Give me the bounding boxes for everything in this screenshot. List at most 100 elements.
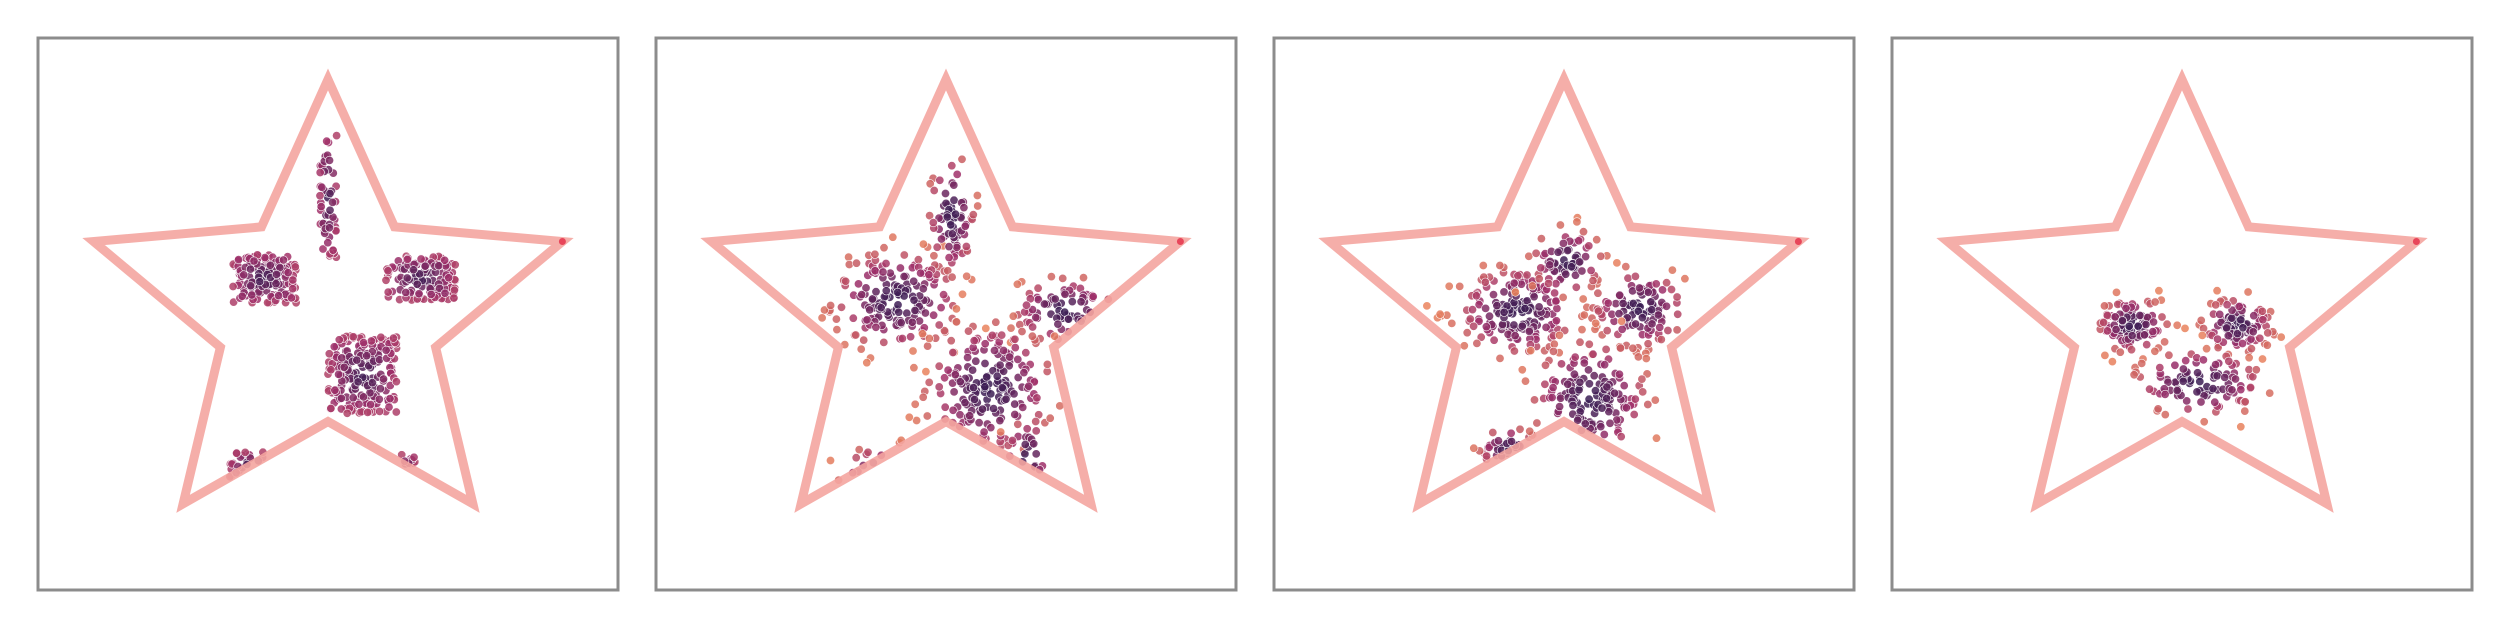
data-point	[2112, 287, 2122, 297]
data-point	[2199, 417, 2209, 427]
data-point	[1551, 296, 1561, 306]
data-point	[1633, 306, 1643, 316]
data-point	[878, 267, 888, 277]
data-point	[2227, 313, 2237, 323]
plot-frame	[1272, 36, 1856, 592]
data-point	[1517, 321, 1527, 331]
data-point	[1524, 326, 1534, 336]
data-point	[2258, 354, 2268, 364]
data-point	[1013, 372, 1023, 382]
data-point	[1597, 403, 1607, 413]
data-point	[381, 275, 391, 285]
data-point	[997, 330, 1007, 340]
data-point	[1010, 409, 1020, 419]
data-point	[908, 346, 918, 356]
data-point	[870, 249, 880, 259]
data-point	[1021, 348, 1031, 358]
data-point	[1541, 322, 1551, 332]
data-point	[1480, 277, 1490, 287]
data-point	[1536, 263, 1546, 273]
data-point	[375, 406, 385, 416]
data-point	[924, 270, 934, 280]
data-point	[1563, 246, 1573, 256]
data-point	[278, 255, 288, 265]
data-point	[358, 392, 368, 402]
data-point	[1580, 419, 1590, 429]
data-point	[851, 330, 861, 340]
data-point	[943, 266, 953, 276]
data-point	[895, 263, 905, 273]
data-point	[2240, 397, 2250, 407]
data-point	[2224, 356, 2234, 366]
data-point	[2231, 374, 2241, 384]
data-point	[2164, 350, 2174, 360]
data-point	[951, 304, 961, 314]
data-point	[1499, 307, 1509, 317]
data-point	[449, 293, 459, 303]
data-point	[948, 405, 958, 415]
data-point	[1040, 299, 1050, 309]
data-point	[2220, 372, 2230, 382]
data-point	[1492, 301, 1502, 311]
data-point	[1532, 418, 1542, 428]
data-point	[1444, 281, 1454, 291]
data-point	[2099, 317, 2109, 327]
data-point	[965, 411, 975, 421]
data-point	[1673, 309, 1683, 319]
data-point	[929, 251, 939, 261]
data-point	[1476, 332, 1486, 342]
data-point	[950, 209, 960, 219]
plot-frame	[654, 36, 1238, 592]
data-point	[817, 313, 827, 323]
data-point	[363, 407, 373, 417]
data-point	[1650, 395, 1660, 405]
data-point	[2248, 327, 2258, 337]
data-point	[1662, 278, 1672, 288]
data-point	[848, 313, 858, 323]
data-point	[2257, 306, 2267, 316]
data-point	[861, 283, 871, 293]
data-point	[2192, 387, 2202, 397]
data-point	[857, 290, 867, 300]
data-point	[1481, 303, 1491, 313]
data-point	[995, 360, 1005, 370]
data-point	[1574, 236, 1584, 246]
data-point	[1541, 360, 1551, 370]
data-point	[318, 244, 328, 254]
data-point	[879, 337, 889, 347]
data-point	[2227, 385, 2237, 395]
data-point	[440, 288, 450, 298]
data-point	[1019, 368, 1029, 378]
data-point	[2195, 376, 2205, 386]
data-point	[929, 186, 939, 196]
data-point	[939, 290, 949, 300]
data-point	[1050, 294, 1060, 304]
data-point	[923, 341, 933, 351]
data-point	[2193, 368, 2203, 378]
data-point	[991, 317, 1001, 327]
boundary-tip-marker	[1794, 238, 1802, 245]
data-point	[367, 378, 377, 388]
data-point	[334, 335, 344, 345]
data-point	[2160, 389, 2170, 399]
data-point	[1584, 379, 1594, 389]
data-point	[366, 400, 376, 410]
panel-2	[654, 36, 1238, 592]
data-point	[374, 394, 384, 404]
data-point	[1472, 338, 1482, 348]
data-point	[973, 201, 983, 211]
data-point	[1577, 266, 1587, 276]
data-point	[2182, 396, 2192, 406]
data-point	[1579, 310, 1589, 320]
data-point	[2212, 371, 2222, 381]
data-point	[1579, 227, 1589, 237]
data-point	[947, 272, 957, 282]
data-point	[952, 242, 962, 252]
data-point	[1584, 394, 1594, 404]
data-point	[381, 345, 391, 355]
data-point	[1521, 376, 1531, 386]
data-point	[1031, 416, 1041, 426]
data-point	[2197, 330, 2207, 340]
data-point	[871, 287, 881, 297]
